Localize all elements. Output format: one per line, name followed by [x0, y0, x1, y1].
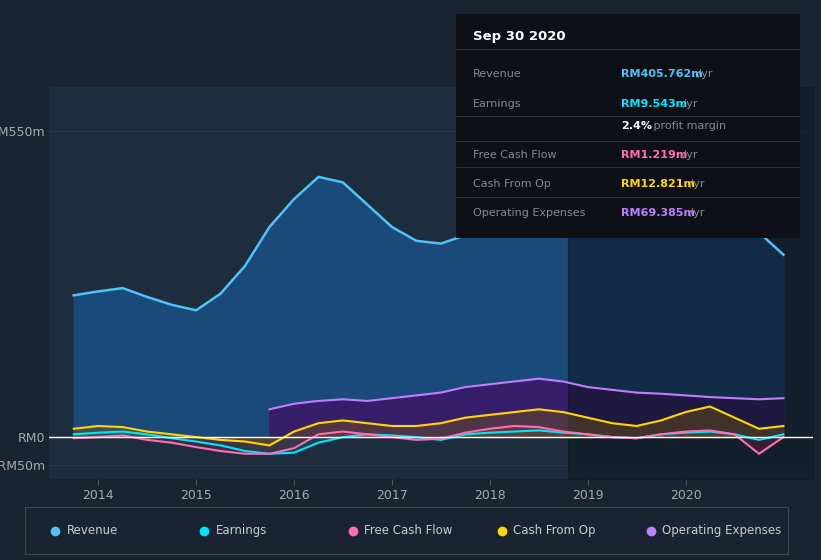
Text: RM69.385m: RM69.385m [621, 208, 695, 218]
Text: Earnings: Earnings [216, 524, 267, 537]
Text: /yr: /yr [686, 179, 705, 189]
Text: RM405.762m: RM405.762m [621, 69, 703, 80]
Text: RM1.219m: RM1.219m [621, 150, 687, 160]
Text: Sep 30 2020: Sep 30 2020 [473, 30, 566, 43]
Text: Revenue: Revenue [67, 524, 118, 537]
Text: Free Cash Flow: Free Cash Flow [365, 524, 452, 537]
Text: RM9.543m: RM9.543m [621, 99, 687, 109]
Text: Operating Expenses: Operating Expenses [663, 524, 782, 537]
Text: Cash From Op: Cash From Op [513, 524, 596, 537]
Text: Revenue: Revenue [473, 69, 521, 80]
Text: /yr: /yr [686, 208, 705, 218]
Text: /yr: /yr [694, 69, 712, 80]
Text: profit margin: profit margin [650, 121, 727, 131]
Text: Earnings: Earnings [473, 99, 521, 109]
Text: RM12.821m: RM12.821m [621, 179, 695, 189]
Text: 2.4%: 2.4% [621, 121, 652, 131]
Text: Cash From Op: Cash From Op [473, 179, 551, 189]
Text: /yr: /yr [679, 150, 698, 160]
Text: Operating Expenses: Operating Expenses [473, 208, 585, 218]
Text: Free Cash Flow: Free Cash Flow [473, 150, 557, 160]
Text: /yr: /yr [679, 99, 698, 109]
